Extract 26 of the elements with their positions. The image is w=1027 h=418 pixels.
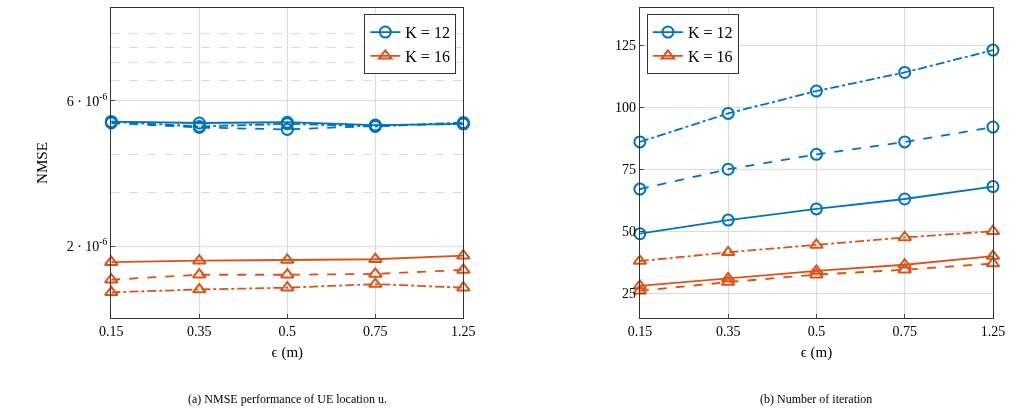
x-tick-label: 0.5: [807, 323, 826, 339]
x-tick-label: 1.25: [451, 323, 476, 339]
x-axis-title: ϵ (m): [271, 343, 304, 361]
y-tick-label: 75: [622, 162, 637, 178]
legend-label: K = 12: [687, 24, 733, 42]
x-tick-label: 0.75: [363, 323, 388, 339]
x-tick-label: 0.5: [278, 323, 297, 339]
text: (b) Number of iteration: [760, 392, 873, 406]
legend-label: K = 12: [405, 24, 450, 42]
legend-label: K = 16: [687, 48, 733, 66]
y-tick-label: 125: [615, 38, 637, 54]
y-tick-label: 25: [622, 286, 637, 302]
y-tick-label: 2 · 10$^{-6}$: [66, 236, 108, 254]
text: (a) NMSE performance of UE location u.: [188, 392, 387, 406]
x-tick-label: 1.25: [980, 323, 1006, 339]
x-tick-label: 0.35: [715, 323, 741, 339]
x-tick-label: 0.75: [892, 323, 917, 339]
x-tick-label: 0.15: [627, 323, 653, 339]
y-tick-label: 6 · 10$^{-6}$: [66, 90, 108, 109]
x-tick-label: 0.15: [99, 323, 124, 339]
y-tick-label: 100: [615, 100, 637, 116]
legend-label: K = 16: [405, 48, 450, 66]
x-tick-label: 0.35: [187, 323, 212, 339]
x-axis-title: ϵ (m): [800, 343, 833, 361]
y-axis-title: NMSE: [33, 142, 50, 184]
y-tick-label: 50: [622, 224, 637, 240]
